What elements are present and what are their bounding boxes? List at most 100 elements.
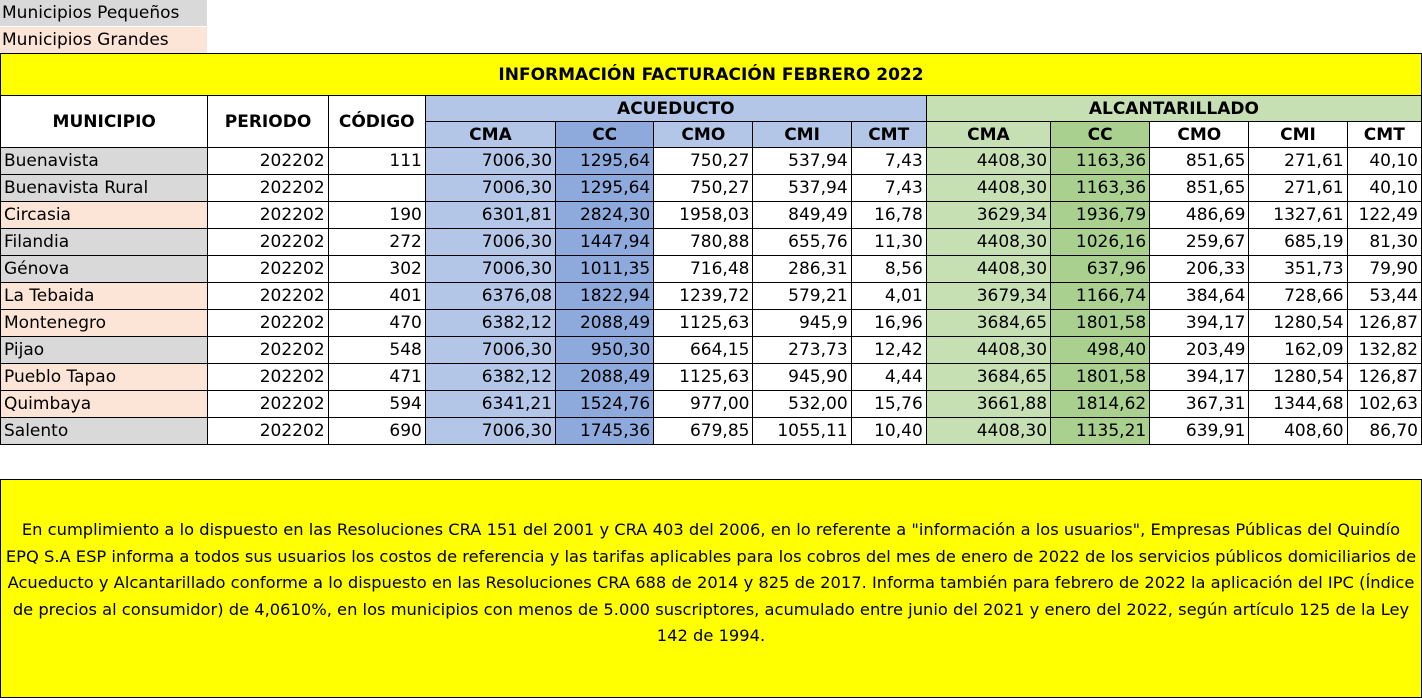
header-municipio: MUNICIPIO: [0, 95, 209, 148]
cell-alc-cmo: 384,64: [1149, 282, 1250, 310]
billing-table: INFORMACIÓN FACTURACIÓN FEBRERO 2022 MUN…: [0, 53, 1422, 445]
cell-acu-cmi: 945,90: [752, 363, 852, 391]
cell-acu-cmt: 16,78: [850, 201, 927, 229]
cell-municipio: Montenegro: [0, 309, 209, 337]
cell-alc-cmi: 728,66: [1248, 282, 1348, 310]
cell-periodo: 202202: [207, 147, 329, 175]
cell-acu-cc: 950,30: [555, 336, 655, 364]
header-acu-cmi: CMI: [752, 121, 852, 148]
cell-alc-cma: 4408,30: [925, 228, 1052, 256]
cell-codigo: 690: [327, 417, 426, 445]
cell-alc-cmt: 79,90: [1346, 255, 1422, 283]
cell-alc-cmt: 126,87: [1346, 363, 1422, 391]
cell-acu-cc: 2088,49: [555, 363, 655, 391]
cell-alc-cmt: 53,44: [1346, 282, 1422, 310]
cell-acu-cmi: 537,94: [752, 147, 852, 175]
cell-alc-cmt: 81,30: [1346, 228, 1422, 256]
cell-acu-cma: 6341,21: [424, 390, 557, 418]
cell-acu-cmo: 1125,63: [653, 309, 754, 337]
header-acu-cmt: CMT: [850, 121, 927, 148]
cell-alc-cmi: 408,60: [1248, 417, 1348, 445]
cell-codigo: [327, 174, 426, 202]
cell-alc-cma: 3679,34: [925, 282, 1052, 310]
table-title: INFORMACIÓN FACTURACIÓN FEBRERO 2022: [0, 53, 1422, 96]
cell-alc-cma: 3629,34: [925, 201, 1052, 229]
cell-periodo: 202202: [207, 201, 329, 229]
cell-periodo: 202202: [207, 336, 329, 364]
cell-alc-cmt: 40,10: [1346, 174, 1422, 202]
cell-acu-cmt: 10,40: [850, 417, 927, 445]
cell-codigo: 111: [327, 147, 426, 175]
cell-acu-cmt: 7,43: [850, 174, 927, 202]
cell-municipio: Pueblo Tapao: [0, 363, 209, 391]
cell-alc-cmi: 162,09: [1248, 336, 1348, 364]
cell-periodo: 202202: [207, 282, 329, 310]
cell-acu-cc: 1295,64: [555, 174, 655, 202]
header-alc-cma: CMA: [925, 121, 1052, 148]
cell-periodo: 202202: [207, 309, 329, 337]
cell-acu-cmo: 1125,63: [653, 363, 754, 391]
cell-acu-cmi: 532,00: [752, 390, 852, 418]
cell-acu-cma: 7006,30: [424, 255, 557, 283]
cell-acu-cc: 2088,49: [555, 309, 655, 337]
cell-codigo: 594: [327, 390, 426, 418]
cell-alc-cma: 3684,65: [925, 309, 1052, 337]
table-body: Buenavista 202202 111 7006,30 1295,64 750,27 5…: [0, 147, 1422, 445]
table-row: Pueblo Tapao 202202 471 6382,12 2088,49 1125,…: [0, 363, 1422, 391]
header-acu-cmo: CMO: [653, 121, 754, 148]
cell-alc-cma: 4408,30: [925, 336, 1052, 364]
cell-alc-cc: 1814,62: [1050, 390, 1151, 418]
cell-alc-cmo: 639,91: [1149, 417, 1250, 445]
cell-codigo: 471: [327, 363, 426, 391]
cell-municipio: Buenavista Rural: [0, 174, 209, 202]
cell-acu-cmo: 664,15: [653, 336, 754, 364]
cell-alc-cc: 1163,36: [1050, 147, 1151, 175]
cell-acu-cma: 7006,30: [424, 417, 557, 445]
cell-acu-cmt: 4,01: [850, 282, 927, 310]
header-alc-cmt: CMT: [1346, 121, 1422, 148]
cell-acu-cmi: 273,73: [752, 336, 852, 364]
cell-alc-cc: 1163,36: [1050, 174, 1151, 202]
cell-acu-cc: 2824,30: [555, 201, 655, 229]
cell-acu-cmi: 286,31: [752, 255, 852, 283]
table-row: Circasia 202202 190 6301,81 2824,30 1958,03 84…: [0, 201, 1422, 229]
cell-acu-cmo: 679,85: [653, 417, 754, 445]
table-row: Buenavista 202202 111 7006,30 1295,64 750,27 5…: [0, 147, 1422, 175]
cell-municipio: Circasia: [0, 201, 209, 229]
cell-acu-cmo: 716,48: [653, 255, 754, 283]
cell-acu-cmi: 579,21: [752, 282, 852, 310]
header-codigo: CÓDIGO: [327, 95, 426, 148]
cell-alc-cmi: 271,61: [1248, 174, 1348, 202]
header-periodo: PERIODO: [207, 95, 329, 148]
cell-alc-cc: 1166,74: [1050, 282, 1151, 310]
cell-municipio: Pijao: [0, 336, 209, 364]
cell-acu-cc: 1295,64: [555, 147, 655, 175]
cell-acu-cma: 7006,30: [424, 336, 557, 364]
cell-acu-cmt: 11,30: [850, 228, 927, 256]
cell-alc-cmt: 132,82: [1346, 336, 1422, 364]
cell-acu-cmi: 537,94: [752, 174, 852, 202]
cell-alc-cc: 637,96: [1050, 255, 1151, 283]
cell-acu-cc: 1447,94: [555, 228, 655, 256]
cell-alc-cmi: 351,73: [1248, 255, 1348, 283]
cell-alc-cmo: 851,65: [1149, 147, 1250, 175]
cell-alc-cma: 3661,88: [925, 390, 1052, 418]
cell-acu-cma: 6382,12: [424, 363, 557, 391]
cell-municipio: Quimbaya: [0, 390, 209, 418]
cell-alc-cmt: 122,49: [1346, 201, 1422, 229]
cell-municipio: Buenavista: [0, 147, 209, 175]
cell-acu-cc: 1524,76: [555, 390, 655, 418]
cell-codigo: 190: [327, 201, 426, 229]
header-alc-cc: CC: [1050, 121, 1151, 148]
cell-alc-cc: 1936,79: [1050, 201, 1151, 229]
legend-large-municipalities: Municipios Grandes: [0, 27, 207, 53]
header-alc-cmi: CMI: [1248, 121, 1348, 148]
cell-alc-cmt: 126,87: [1346, 309, 1422, 337]
cell-alc-cmo: 367,31: [1149, 390, 1250, 418]
cell-alc-cmt: 102,63: [1346, 390, 1422, 418]
cell-alc-cma: 4408,30: [925, 417, 1052, 445]
cell-acu-cma: 6382,12: [424, 309, 557, 337]
cell-acu-cmo: 1239,72: [653, 282, 754, 310]
cell-alc-cmi: 1280,54: [1248, 363, 1348, 391]
cell-alc-cmo: 206,33: [1149, 255, 1250, 283]
